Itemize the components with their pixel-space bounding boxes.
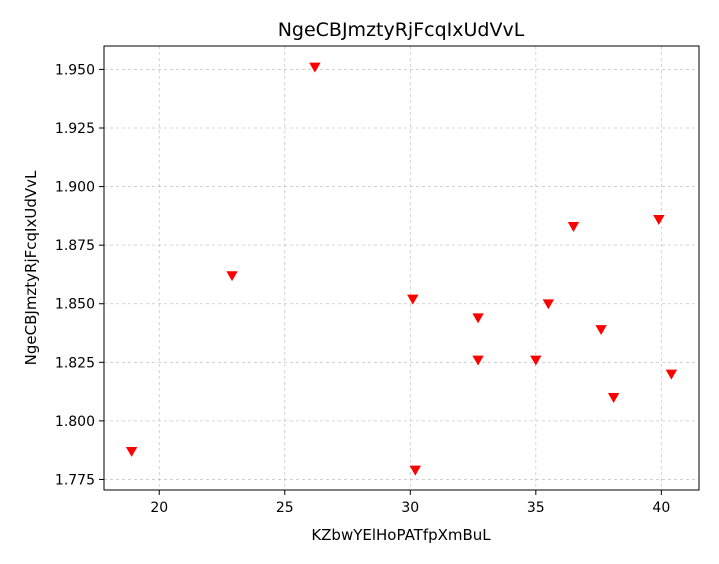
data-point (567, 222, 580, 232)
data-point (653, 214, 665, 225)
y-tick-label: 1.800 (55, 414, 95, 430)
y-tick-label: 1.775 (55, 472, 95, 488)
data-point (530, 355, 542, 366)
data-point (595, 325, 607, 336)
data-point (226, 271, 238, 282)
data-point (309, 62, 321, 73)
y-tick-label: 1.925 (55, 121, 95, 137)
x-axis: 20 25 30 35 40 (150, 490, 670, 516)
x-tick-label: 40 (652, 500, 670, 516)
data-point (472, 355, 484, 366)
x-tick-label: 20 (150, 500, 168, 516)
data-point (607, 393, 620, 404)
data-point (542, 299, 555, 310)
data-points (125, 62, 678, 476)
data-point (407, 294, 419, 305)
chart-title: NgeCBJmztyRjFcqIxUdVvL (278, 19, 525, 41)
x-tick-label: 30 (401, 500, 419, 516)
y-tick-label: 1.825 (55, 355, 95, 371)
plot-frame (103, 45, 700, 491)
data-point (472, 313, 484, 324)
grid-lines (104, 46, 699, 490)
data-point (665, 369, 678, 380)
x-tick-label: 25 (276, 500, 294, 516)
x-tick-label: 35 (527, 500, 545, 516)
y-axis-label: NgeCBJmztyRjFcqIxUdVvL (22, 170, 40, 365)
y-tick-label: 1.850 (55, 297, 95, 313)
y-axis: 1.775 1.800 1.825 1.850 1.875 1.900 1.925 1.950 (55, 62, 104, 488)
y-tick-label: 1.900 (55, 180, 95, 196)
data-point (125, 446, 138, 457)
x-axis-label: KZbwYElHoPATfpXmBuL (311, 526, 491, 544)
data-point (409, 465, 421, 476)
y-tick-label: 1.875 (55, 238, 95, 254)
y-tick-label: 1.950 (55, 62, 95, 78)
